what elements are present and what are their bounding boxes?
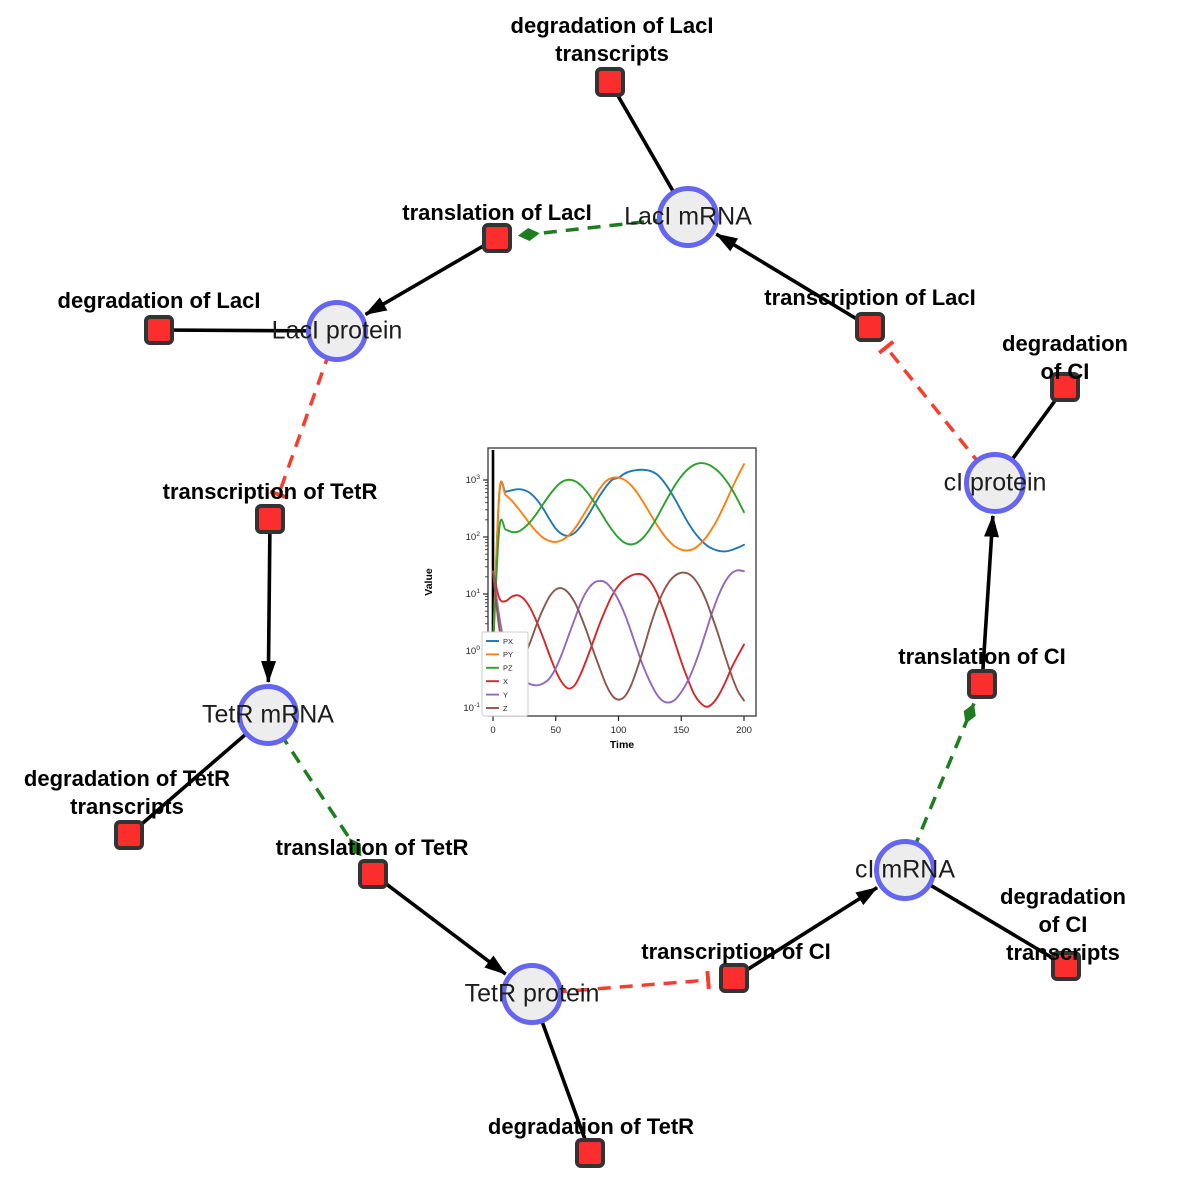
time-course-plot: 103 102 101 100 10-1 0 50 100 150 200 Time Value PX P… bbox=[423, 447, 757, 751]
edge-translation-of-tetr-to-tetr-protein bbox=[371, 872, 507, 976]
species-node-laci-protein bbox=[306, 300, 368, 362]
reaction-label-degradation-of-laci: degradation of LacI bbox=[57, 288, 261, 313]
y-tick-label: 10-1 bbox=[463, 702, 480, 714]
y-tick-label: 103 bbox=[466, 474, 481, 486]
y-axis-title: Value bbox=[423, 568, 435, 596]
series-py bbox=[492, 463, 745, 652]
x-tick-label: 0 bbox=[490, 725, 495, 736]
legend-label-z: Z bbox=[503, 704, 508, 713]
x-tick-label: 100 bbox=[611, 725, 627, 736]
reaction-label-degradation-of-ci-transcripts: degradation of CI transcripts bbox=[1000, 884, 1126, 965]
reaction-node-degradation-of-tetr-transcripts bbox=[114, 820, 144, 850]
edge-transcription-of-tetr-to-tetr-mrna bbox=[261, 518, 277, 684]
reaction-label-degradation-of-laci-transcripts: degradation of LacI transcripts bbox=[510, 13, 714, 66]
edge-translation-of-laci-to-laci-protein bbox=[364, 236, 498, 316]
reaction-label-degradation-of-ci: degradation of CI bbox=[1002, 331, 1128, 384]
reaction-node-transcription-of-laci bbox=[855, 312, 885, 342]
reaction-node-transcription-of-ci bbox=[719, 963, 749, 993]
edge-transcription-of-ci-to-ci-mrna bbox=[733, 886, 879, 980]
legend-label-pz: PZ bbox=[503, 664, 513, 673]
reaction-label-translation-of-tetr: translation of TetR bbox=[275, 835, 469, 860]
species-label-tetr-protein: TetR protein bbox=[464, 979, 600, 1008]
y-tick-label: 102 bbox=[466, 531, 481, 543]
reaction-node-degradation-of-ci bbox=[1050, 372, 1080, 402]
reaction-node-degradation-of-laci-transcripts bbox=[595, 67, 625, 97]
species-node-ci-mrna bbox=[874, 839, 936, 901]
species-label-tetr-mrna: TetR mRNA bbox=[202, 700, 334, 729]
species-label-laci-mrna: LacI mRNA bbox=[624, 202, 752, 231]
x-axis-title: Time bbox=[610, 739, 634, 751]
reaction-label-degradation-of-tetr: degradation of TetR bbox=[487, 1114, 695, 1139]
reaction-node-degradation-of-laci bbox=[144, 315, 174, 345]
series-y bbox=[492, 569, 745, 704]
plot-frame bbox=[487, 447, 757, 717]
reaction-node-translation-of-tetr bbox=[358, 859, 388, 889]
time-course-chart: 103 102 101 100 10-1 0 50 100 150 200 Time Value PX P… bbox=[418, 436, 766, 766]
species-label-laci-protein: LacI protein bbox=[271, 316, 403, 345]
reaction-node-translation-of-ci bbox=[967, 669, 997, 699]
species-node-tetr-protein bbox=[501, 963, 563, 1025]
x-tick-label: 50 bbox=[550, 725, 561, 736]
edge-translation-of-ci-to-ci-protein bbox=[980, 514, 999, 685]
reaction-label-degradation-of-tetr-transcripts: degradation of TetR transcripts bbox=[23, 766, 231, 819]
species-label-ci-mrna: cI mRNA bbox=[855, 855, 955, 884]
y-tick-label: 101 bbox=[466, 588, 481, 600]
y-tick-label: 100 bbox=[466, 645, 481, 657]
legend-label-py: PY bbox=[503, 650, 513, 659]
edge-ci-mrna-to-degradation-of-ci-transcripts bbox=[904, 868, 1067, 968]
legend-label-x: X bbox=[503, 677, 508, 686]
x-tick-label: 150 bbox=[673, 725, 689, 736]
legend-label-px: PX bbox=[503, 637, 513, 646]
reaction-label-transcription-of-ci: transcription of CI bbox=[641, 939, 831, 964]
reaction-label-transcription-of-laci: transcription of LacI bbox=[764, 285, 976, 310]
series-x bbox=[492, 570, 745, 708]
edge-transcription-of-laci-to-laci-mrna bbox=[715, 232, 871, 329]
series-z bbox=[492, 570, 745, 702]
reaction-node-degradation-of-ci-transcripts bbox=[1051, 951, 1081, 981]
species-node-ci-protein bbox=[964, 452, 1026, 514]
species-node-tetr-mrna bbox=[237, 684, 299, 746]
reaction-label-translation-of-laci: translation of LacI bbox=[402, 200, 592, 225]
species-label-ci-protein: cI protein bbox=[943, 468, 1047, 497]
species-node-laci-mrna bbox=[657, 186, 719, 248]
x-tick-label: 200 bbox=[736, 725, 752, 736]
reaction-node-translation-of-laci bbox=[482, 223, 512, 253]
reaction-label-transcription-of-tetr: transcription of TetR bbox=[162, 479, 378, 504]
reaction-node-degradation-of-tetr bbox=[575, 1138, 605, 1168]
series-pz bbox=[492, 462, 745, 652]
reaction-label-translation-of-ci: translation of CI bbox=[898, 644, 1066, 669]
series-px bbox=[492, 468, 745, 652]
reaction-node-transcription-of-tetr bbox=[255, 504, 285, 534]
legend-label-y: Y bbox=[503, 690, 508, 699]
